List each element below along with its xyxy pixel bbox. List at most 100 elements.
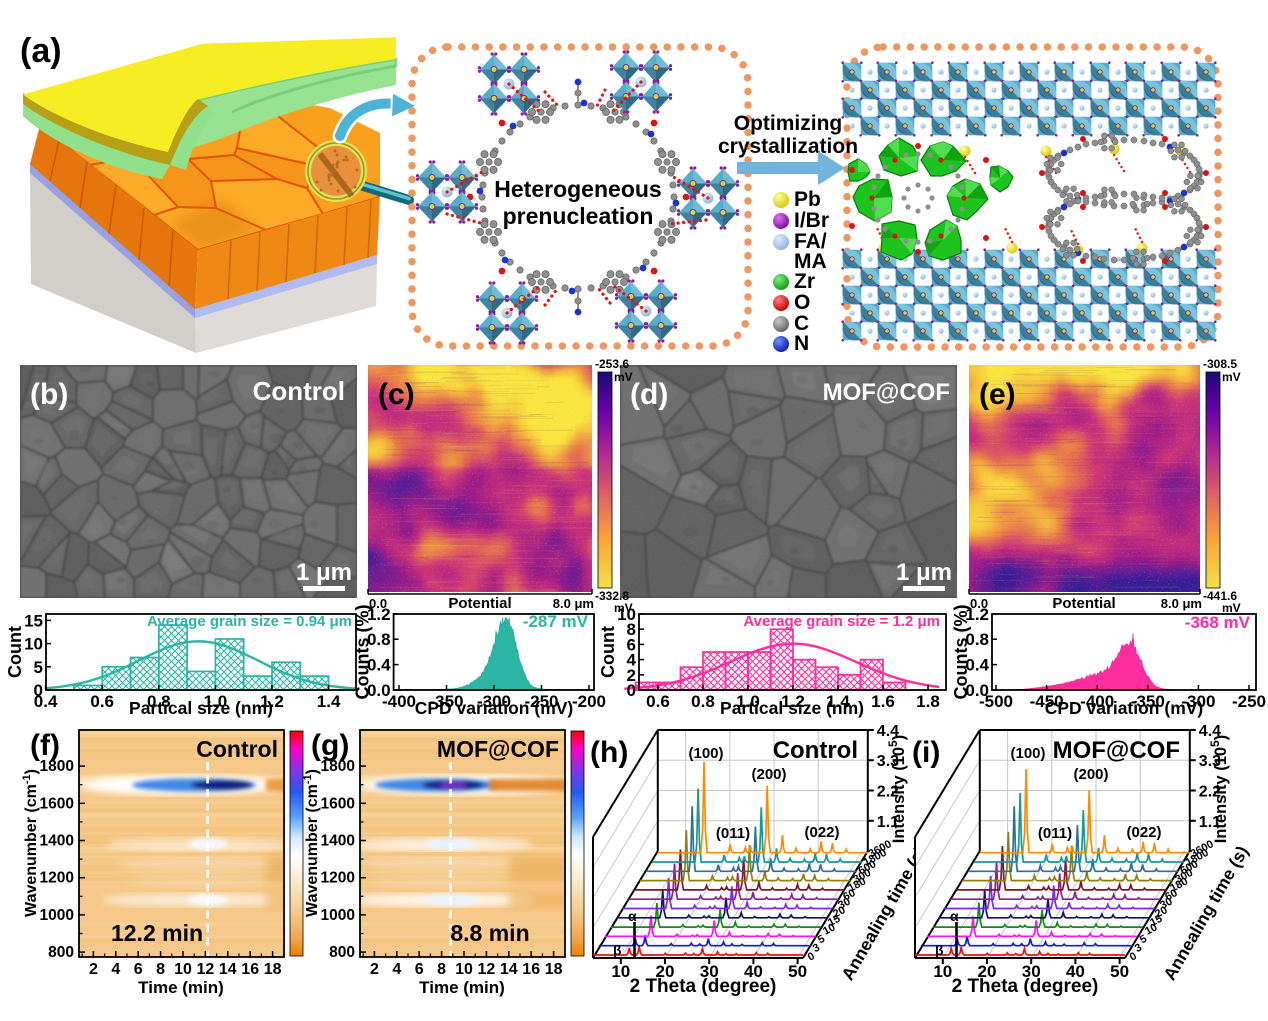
svg-text:FA/: FA/ (794, 230, 827, 253)
svg-text:1.4: 1.4 (317, 692, 341, 711)
svg-text:2.2: 2.2 (877, 784, 899, 801)
svg-text:(011): (011) (1038, 825, 1072, 842)
svg-text:1.8: 1.8 (916, 692, 940, 711)
svg-text:β: β (613, 942, 622, 958)
svg-text:-400: -400 (1080, 692, 1114, 711)
svg-text:(200): (200) (1073, 766, 1108, 783)
svg-text:8: 8 (156, 961, 165, 978)
svg-text:4: 4 (111, 961, 120, 978)
svg-text:40: 40 (1066, 962, 1085, 981)
svg-text:3.3: 3.3 (877, 753, 899, 770)
svg-text:3.3: 3.3 (1199, 753, 1221, 770)
svg-text:0.8: 0.8 (147, 692, 171, 711)
svg-text:5: 5 (816, 933, 827, 946)
svg-text:10: 10 (455, 961, 473, 978)
svg-text:(e): (e) (979, 378, 1016, 411)
svg-text:(100): (100) (1010, 745, 1045, 762)
svg-text:50: 50 (1110, 962, 1129, 981)
svg-text:-450: -450 (1030, 692, 1064, 711)
svg-text:2: 2 (89, 961, 98, 978)
svg-text:14: 14 (500, 961, 518, 978)
svg-text:10: 10 (933, 962, 952, 981)
svg-text:14: 14 (219, 961, 237, 978)
svg-text:30: 30 (700, 962, 719, 981)
svg-text:50: 50 (788, 962, 807, 981)
svg-text:6: 6 (134, 961, 143, 978)
svg-text:10: 10 (821, 921, 837, 937)
svg-text:Counts (%): Counts (%) (951, 605, 971, 700)
svg-text:MOF@COF: MOF@COF (437, 736, 559, 762)
svg-text:30: 30 (1022, 962, 1041, 981)
svg-text:1.4: 1.4 (826, 692, 850, 711)
svg-text:6: 6 (627, 635, 636, 654)
svg-text:0.0: 0.0 (367, 681, 391, 700)
svg-text:1.6: 1.6 (871, 692, 895, 711)
svg-text:8: 8 (627, 620, 636, 639)
svg-text:2: 2 (370, 961, 379, 978)
svg-text:20: 20 (831, 904, 847, 920)
svg-text:Wavenumber (cm-1): Wavenumber (cm-1) (302, 769, 321, 917)
svg-text:3: 3 (1133, 942, 1144, 955)
svg-text:-250: -250 (1232, 692, 1266, 711)
svg-text:1600: 1600 (40, 795, 74, 812)
svg-text:1.1: 1.1 (877, 814, 899, 831)
svg-text:(g): (g) (311, 729, 349, 762)
svg-text:1.0: 1.0 (204, 692, 228, 711)
svg-text:8.0 μm: 8.0 μm (1161, 596, 1202, 611)
svg-text:-400: -400 (382, 692, 416, 711)
svg-text:(011): (011) (716, 825, 750, 842)
svg-text:0.4: 0.4 (965, 656, 989, 675)
svg-text:Intensity (105): Intensity (105) (1208, 735, 1230, 843)
svg-text:12: 12 (478, 961, 496, 978)
svg-text:18: 18 (545, 961, 563, 978)
svg-text:15: 15 (826, 913, 842, 929)
svg-text:1400: 1400 (40, 833, 74, 850)
svg-text:10: 10 (174, 961, 192, 978)
svg-text:C: C (794, 312, 809, 335)
svg-text:-200: -200 (572, 692, 606, 711)
svg-text:0.0: 0.0 (970, 596, 988, 611)
svg-text:Potential: Potential (1052, 595, 1115, 612)
svg-text:8.0 μm: 8.0 μm (553, 596, 594, 611)
svg-text:6: 6 (415, 961, 424, 978)
svg-text:2 Theta (degree): 2 Theta (degree) (630, 976, 777, 997)
svg-text:4: 4 (627, 651, 637, 670)
svg-text:N: N (794, 332, 809, 355)
svg-text:I/Br: I/Br (794, 209, 829, 232)
svg-text:3: 3 (811, 942, 822, 955)
svg-text:30: 30 (1158, 896, 1174, 912)
svg-text:β: β (935, 942, 944, 958)
svg-text:Time (min): Time (min) (138, 978, 224, 997)
svg-text:20: 20 (656, 962, 675, 981)
svg-text:Potential: Potential (448, 595, 511, 612)
svg-text:0.6: 0.6 (646, 692, 670, 711)
svg-text:0: 0 (34, 681, 43, 700)
svg-text:-300: -300 (477, 692, 511, 711)
svg-text:60: 60 (1163, 887, 1179, 903)
svg-text:18: 18 (264, 961, 282, 978)
svg-text:1200: 1200 (321, 870, 355, 887)
svg-text:0: 0 (806, 950, 817, 963)
svg-text:8.8 min: 8.8 min (450, 920, 529, 946)
svg-text:Partical size (nm): Partical size (nm) (720, 698, 864, 718)
svg-text:crystallization: crystallization (718, 135, 858, 158)
svg-text:2.2: 2.2 (1199, 784, 1221, 801)
svg-text:0: 0 (1128, 950, 1139, 963)
svg-text:Control: Control (253, 376, 345, 406)
svg-text:(b): (b) (30, 378, 68, 411)
svg-text:α: α (950, 908, 959, 924)
svg-text:1400: 1400 (321, 833, 355, 850)
svg-text:2: 2 (627, 666, 636, 685)
svg-text:Control: Control (773, 737, 858, 764)
svg-text:40: 40 (744, 962, 763, 981)
svg-text:Partical size (nm): Partical size (nm) (129, 698, 273, 718)
svg-text:0.6: 0.6 (90, 692, 114, 711)
svg-text:-250: -250 (524, 692, 558, 711)
svg-text:4.4: 4.4 (877, 723, 899, 740)
svg-text:12.2 min: 12.2 min (111, 920, 203, 946)
svg-text:0: 0 (627, 681, 636, 700)
svg-text:1600: 1600 (321, 795, 355, 812)
svg-text:Time (min): Time (min) (419, 978, 505, 997)
svg-text:1800: 1800 (321, 758, 355, 775)
svg-text:4: 4 (392, 961, 401, 978)
